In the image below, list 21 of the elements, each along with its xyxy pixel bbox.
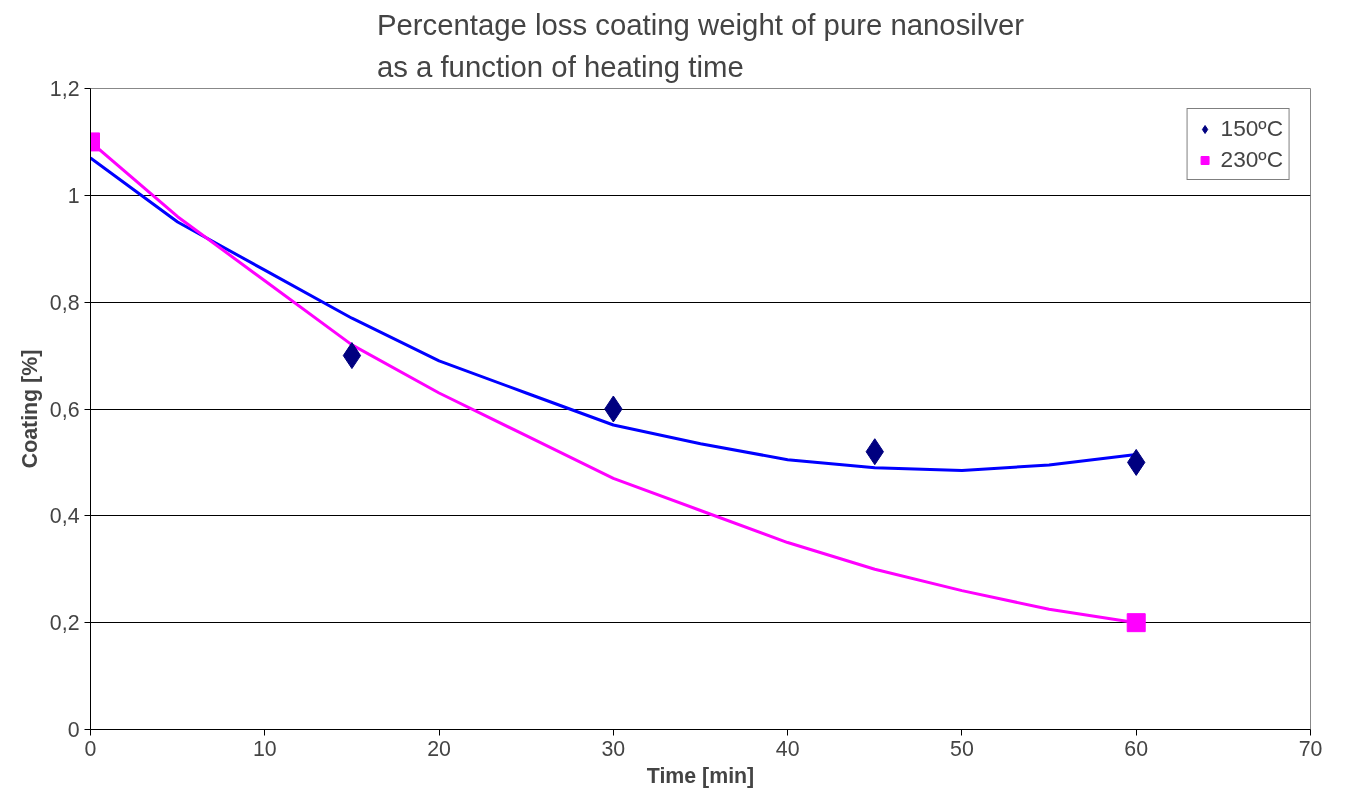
y-tick-label: 0,8 bbox=[49, 290, 80, 315]
y-tick-label: 1,2 bbox=[49, 77, 80, 101]
x-tick-label: 50 bbox=[950, 736, 974, 761]
y-tick-label: 0,4 bbox=[49, 504, 80, 529]
y-tick-label: 0,6 bbox=[49, 397, 80, 422]
x-tick-label: 0 bbox=[84, 736, 97, 761]
x-tick-label: 60 bbox=[1124, 736, 1149, 761]
point bbox=[342, 342, 362, 370]
x-tick-label: 10 bbox=[252, 736, 277, 761]
x-axis-title: Time [min] bbox=[646, 763, 755, 788]
x-tick-label: 30 bbox=[601, 736, 626, 761]
x-tick-label: 40 bbox=[775, 736, 800, 761]
x-tick-label: 20 bbox=[427, 736, 452, 761]
y-axis-title: Coating [%] bbox=[17, 349, 42, 469]
chart-title: Percentage loss coating weight of pure nanosilver as a function of heating time bbox=[376, 7, 1025, 84]
legend-label: 230ºC bbox=[1220, 146, 1283, 173]
x-tick-label: 70 bbox=[1298, 736, 1323, 761]
y-tick-label: 0,2 bbox=[49, 611, 80, 636]
y-tick-label: 1 bbox=[67, 183, 80, 208]
legend-label: 150ºC bbox=[1220, 115, 1283, 142]
y-tick-label: 0 bbox=[67, 718, 80, 742]
